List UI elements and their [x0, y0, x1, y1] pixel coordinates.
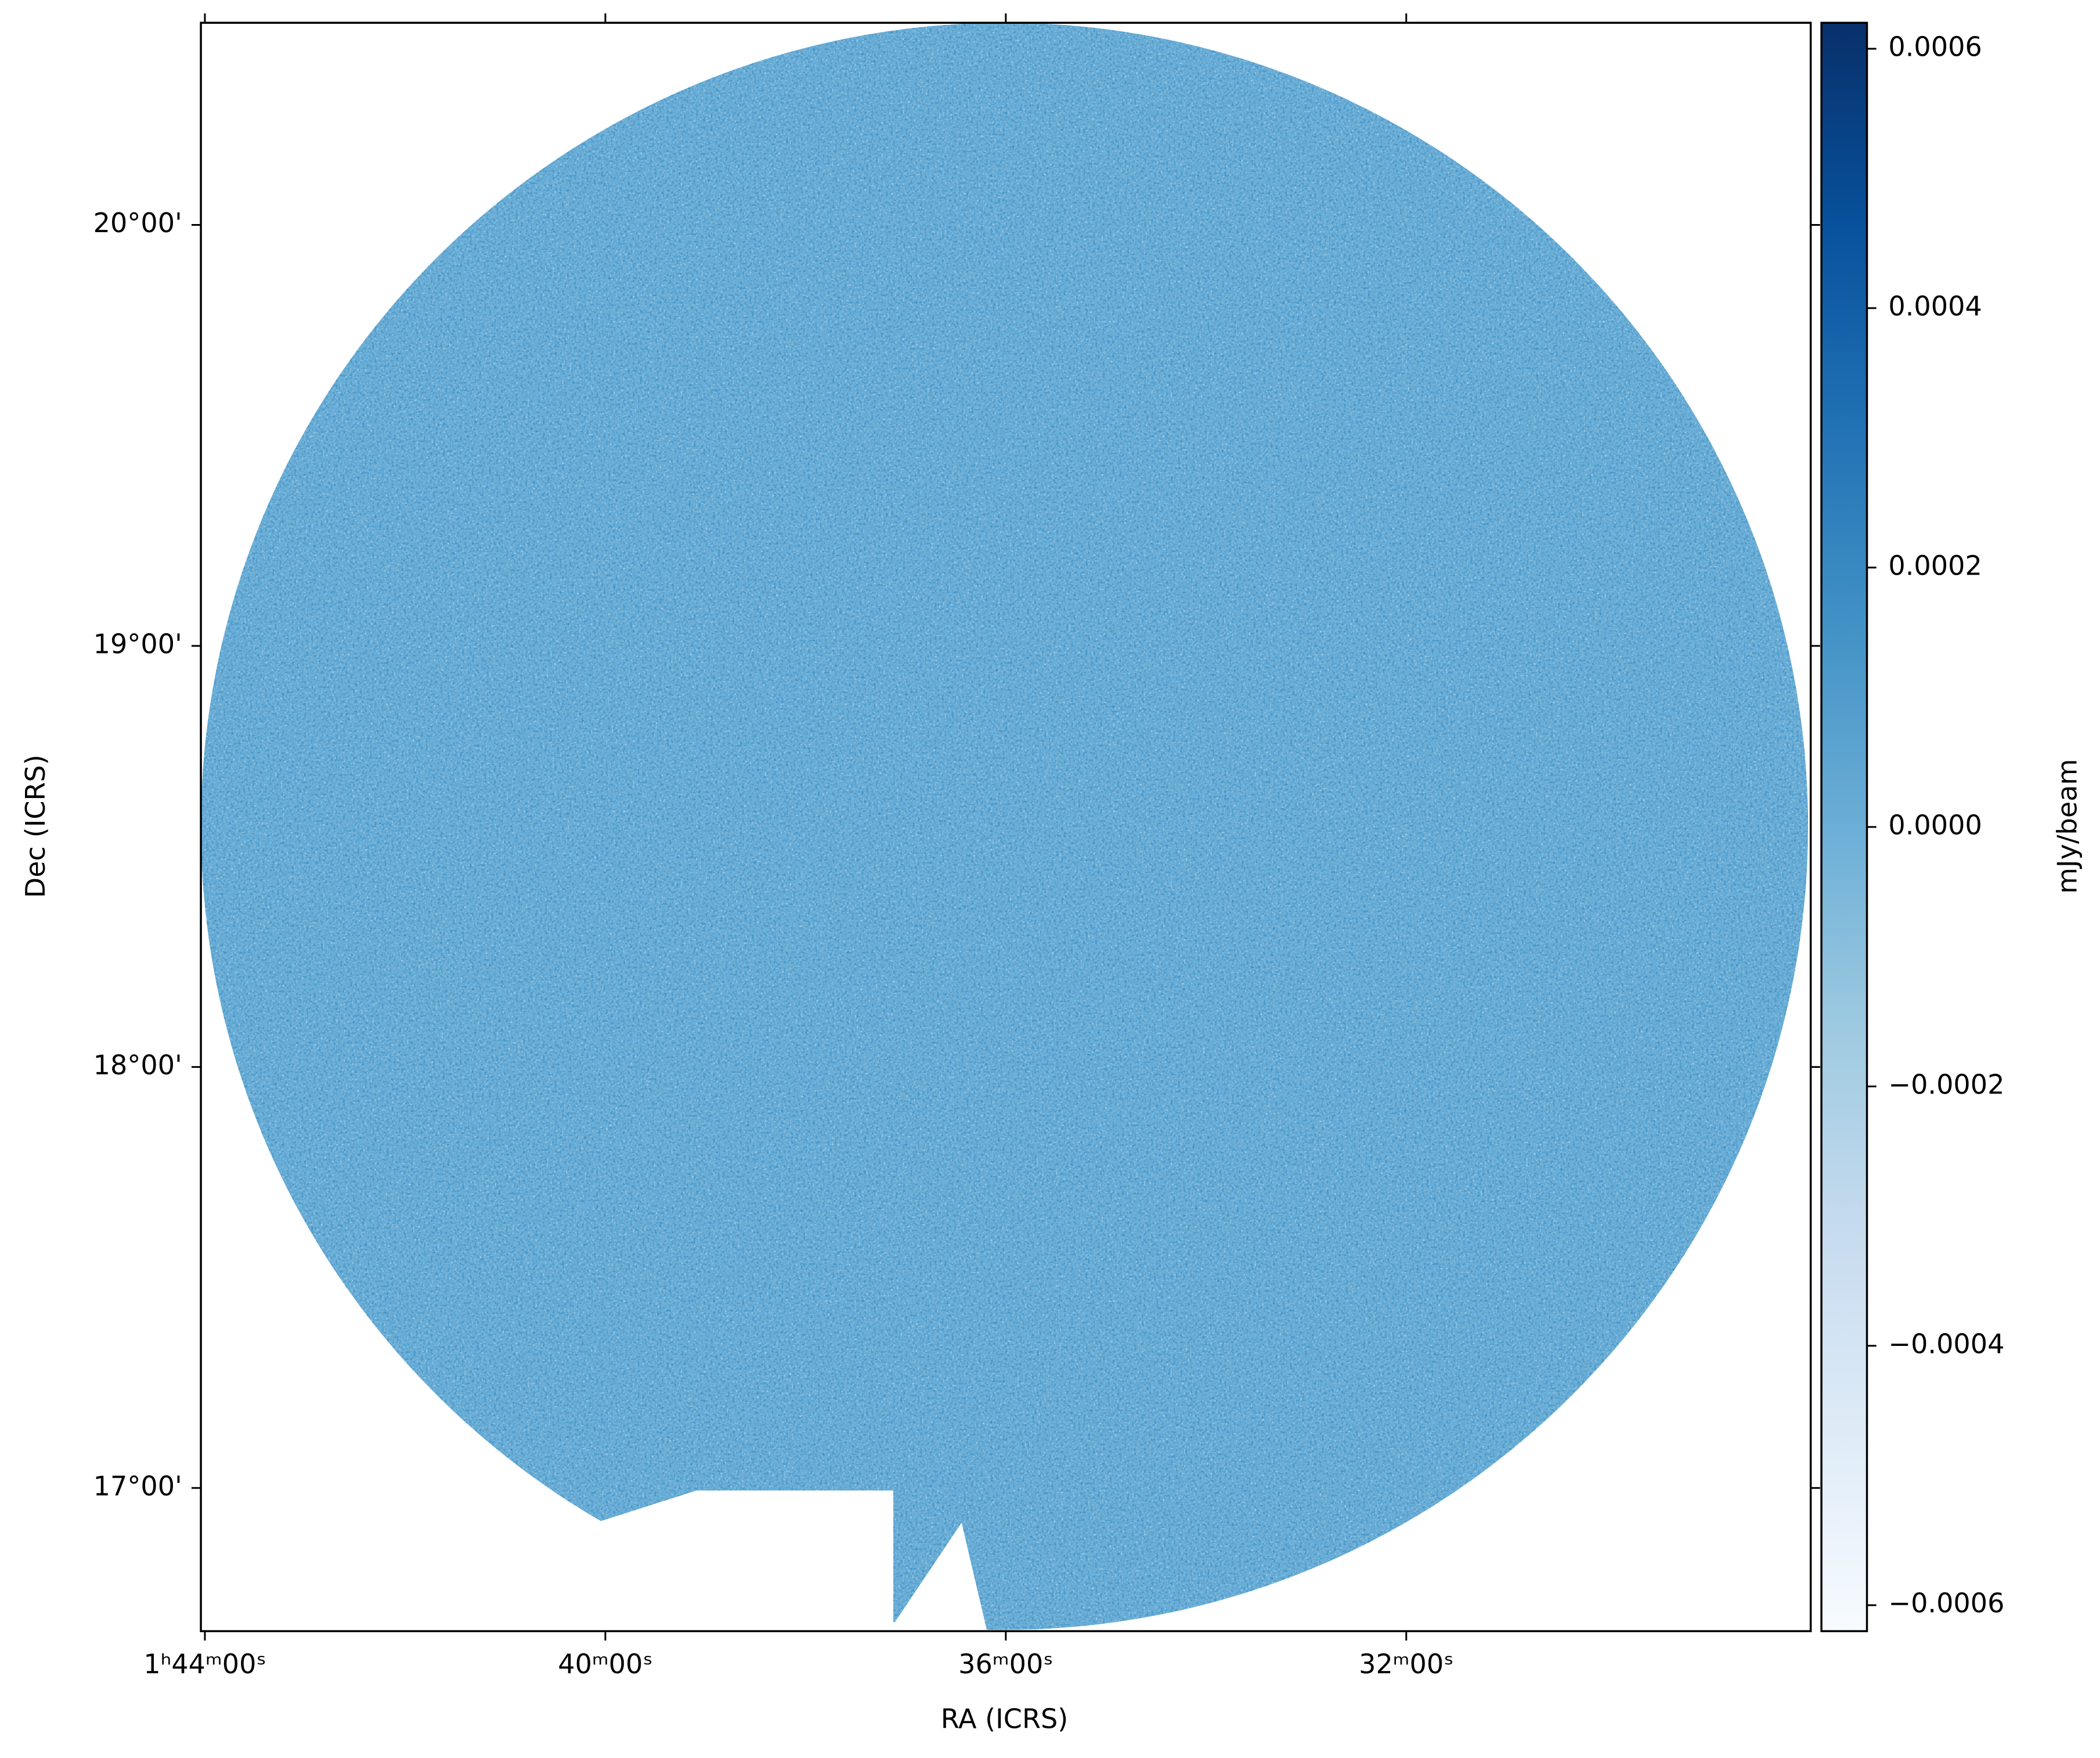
x-tick-label: 1ʰ44ᵐ00ˢ [143, 1648, 266, 1680]
colorbar-tick-label: −0.0002 [1888, 1068, 2004, 1100]
y-tick-label: 18°00' [93, 1049, 182, 1081]
y-tick-label: 19°00' [93, 628, 182, 659]
colorbar-label: mJy/beam [2051, 759, 2083, 894]
y-tick-label: 17°00' [93, 1470, 182, 1501]
colorbar-tick-label: 0.0000 [1888, 809, 1982, 840]
x-axis-label: RA (ICRS) [941, 1703, 1069, 1735]
image-gap [201, 1490, 987, 1631]
sky-image [201, 23, 1808, 1631]
colorbar-tick-label: −0.0004 [1888, 1328, 2004, 1359]
colorbar-tick-label: 0.0002 [1888, 550, 1982, 581]
x-tick-label: 36ᵐ00ˢ [958, 1648, 1053, 1680]
x-tick-label: 40ᵐ00ˢ [558, 1648, 652, 1680]
colorbar-tick-label: 0.0004 [1888, 290, 1982, 322]
colorbar-tick-label: 0.0006 [1888, 31, 1982, 62]
y-tick-label: 20°00' [93, 207, 182, 239]
colorbar [1820, 21, 1868, 1633]
image-texture [201, 23, 1808, 1630]
y-axis-label: Dec (ICRS) [20, 755, 51, 898]
colorbar-tick-label: −0.0006 [1888, 1587, 2004, 1619]
x-tick-label: 32ᵐ00ˢ [1359, 1648, 1453, 1680]
